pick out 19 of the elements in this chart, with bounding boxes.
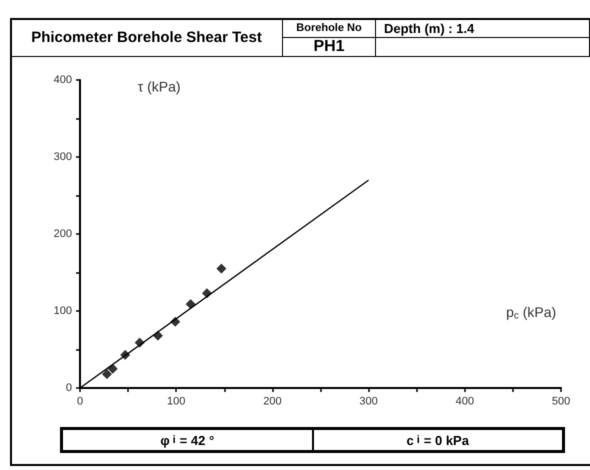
y-tick-label: 200 xyxy=(54,228,72,240)
y-tick-label: 300 xyxy=(54,151,72,163)
x-tick-label: 400 xyxy=(456,396,474,408)
point xyxy=(216,264,226,274)
y-tick-label: 400 xyxy=(54,74,72,86)
y-tick-label: 0 xyxy=(66,382,72,394)
text: PH1 xyxy=(313,38,345,55)
chart-title: Phicometer Borehole Shear Test xyxy=(10,18,282,56)
text: Depth (m) : 1.4 xyxy=(384,20,474,36)
x-tick-label: 300 xyxy=(359,396,378,408)
y-tick-label: 100 xyxy=(54,305,72,317)
x-tick-label: 500 xyxy=(552,396,570,408)
x-tick-label: 100 xyxy=(167,396,186,408)
y-axis-title: τ (kPa) xyxy=(138,78,181,95)
text: Borehole No xyxy=(296,22,362,34)
point xyxy=(102,369,112,380)
point xyxy=(186,299,196,310)
x-tick-label: 0 xyxy=(76,396,84,408)
x-tick-label: 200 xyxy=(263,396,282,408)
